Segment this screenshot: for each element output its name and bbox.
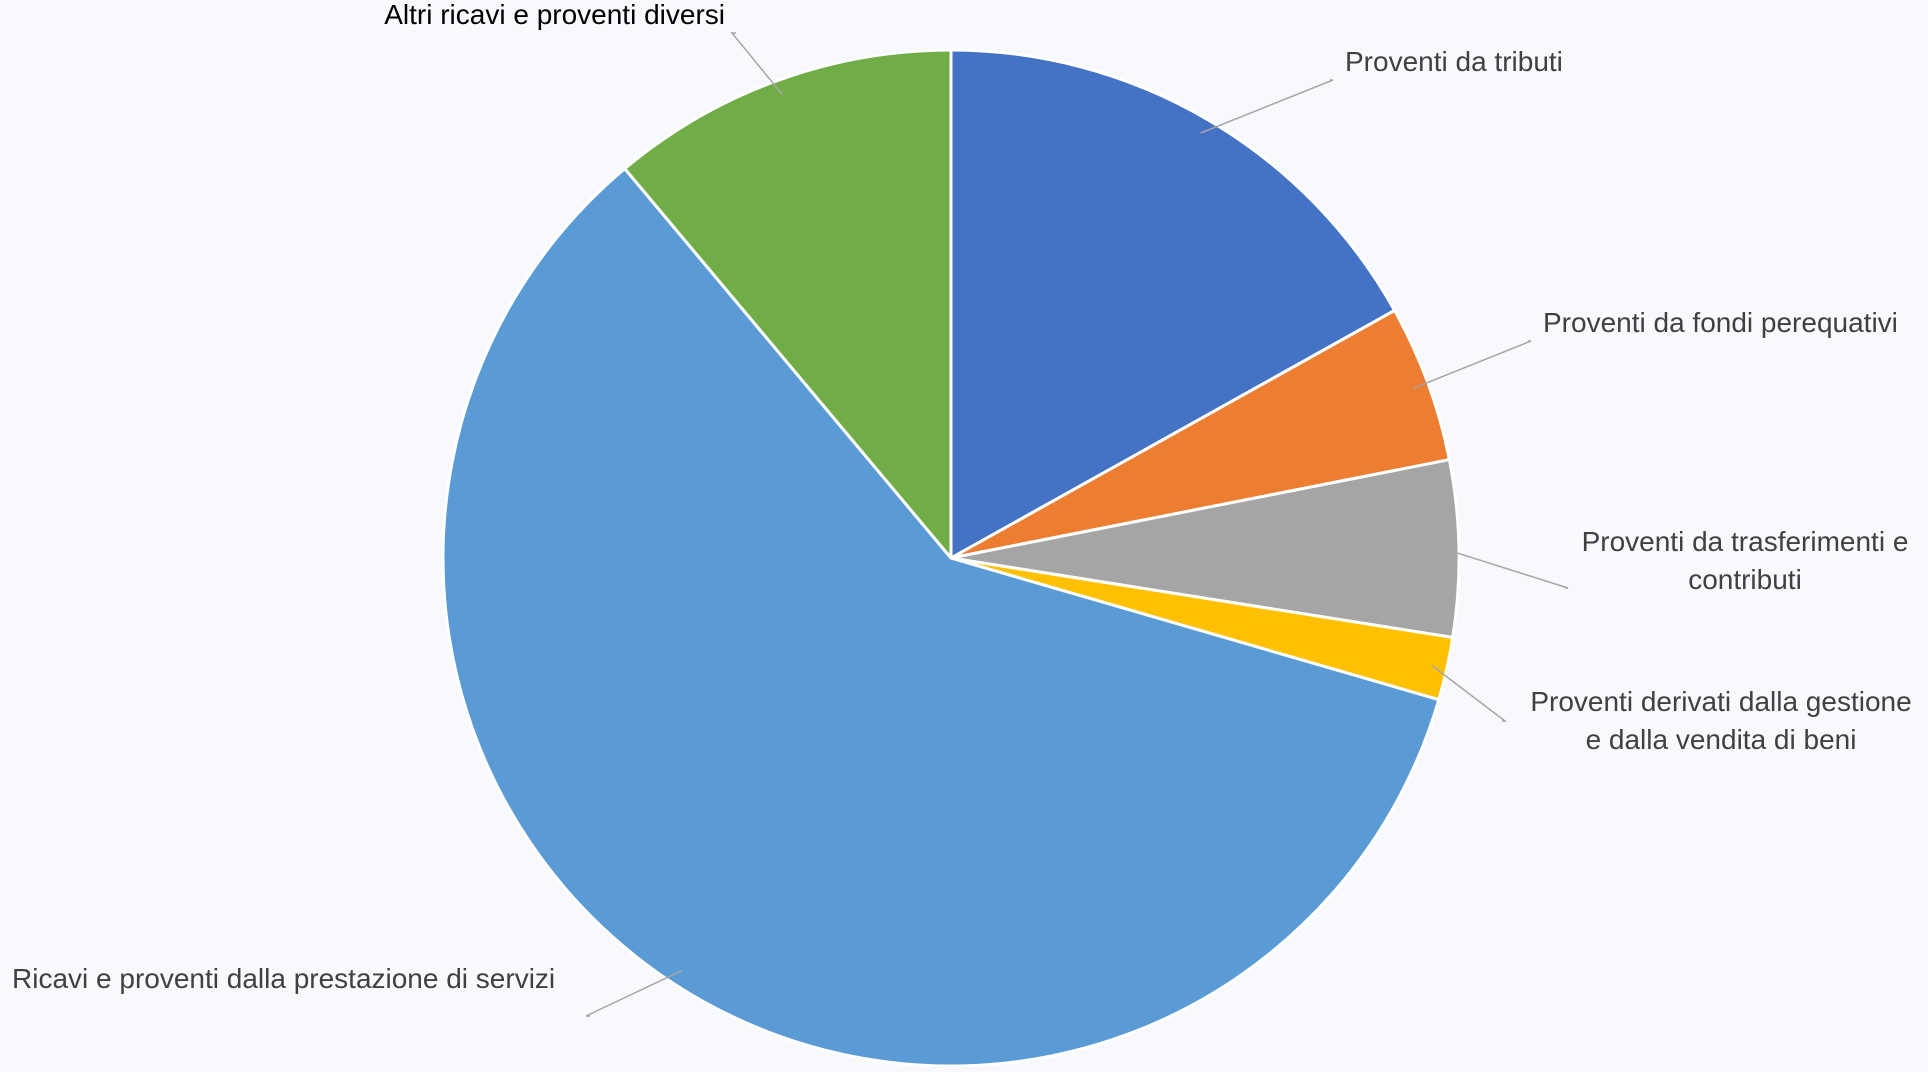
leader-line-proventi-derivati-dalla-gestione-e-dalla-vendita-di-beni <box>1431 664 1508 722</box>
slice-label-altri-ricavi-e-proventi-diversi: Altri ricavi e proventi diversi <box>384 0 725 30</box>
leader-line-altri-ricavi-e-proventi-diversi <box>730 32 784 96</box>
pie-slices <box>441 48 1461 1068</box>
slice-label-proventi-da-trasferimenti-e-contributi: Proventi da trasferimenti e contributi <box>1582 526 1909 595</box>
slice-label-line: Proventi da trasferimenti e <box>1582 526 1909 557</box>
slice-label-line: Proventi derivati dalla gestione <box>1530 686 1911 717</box>
leader-line-ricavi-e-proventi-dalla-prestazione-di-servizi <box>585 970 683 1017</box>
leader-line-proventi-da-fondi-perequativi <box>1413 340 1532 389</box>
slice-label-ricavi-e-proventi-dalla-prestazione-di-servizi: Ricavi e proventi dalla prestazione di s… <box>12 963 555 994</box>
leader-line-proventi-da-tributi <box>1200 79 1334 134</box>
slice-label-line: Ricavi e proventi dalla prestazione di s… <box>12 963 555 994</box>
leader-lines <box>585 32 1569 1017</box>
slice-label-proventi-da-fondi-perequativi: Proventi da fondi perequativi <box>1543 307 1898 338</box>
slice-labels: Proventi da tributi Proventi da fondi per… <box>12 0 1912 994</box>
slice-label-proventi-derivati-dalla-gestione-e-dalla-vendita-di-beni: Proventi derivati dalla gestione e dalla … <box>1530 686 1911 755</box>
pie-slice-proventi-da-trasferimenti-e-contributi <box>949 458 1461 639</box>
leader-line-proventi-da-trasferimenti-e-contributi <box>1443 547 1569 589</box>
slice-label-line: Proventi da fondi perequativi <box>1543 307 1898 338</box>
slice-label-line: Proventi da tributi <box>1345 46 1563 77</box>
slice-label-line: e dalla vendita di beni <box>1586 724 1857 755</box>
pie-slice-altri-ricavi-e-proventi-diversi <box>623 48 953 560</box>
pie-slice-proventi-da-tributi <box>949 48 1397 560</box>
slice-label-line: contributi <box>1688 564 1802 595</box>
slice-label-proventi-da-tributi: Proventi da tributi <box>1345 46 1563 77</box>
pie-slice-ricavi-e-proventi-dalla-prestazione-di-servizi <box>441 167 1441 1068</box>
slice-label-line: Altri ricavi e proventi diversi <box>384 0 725 30</box>
